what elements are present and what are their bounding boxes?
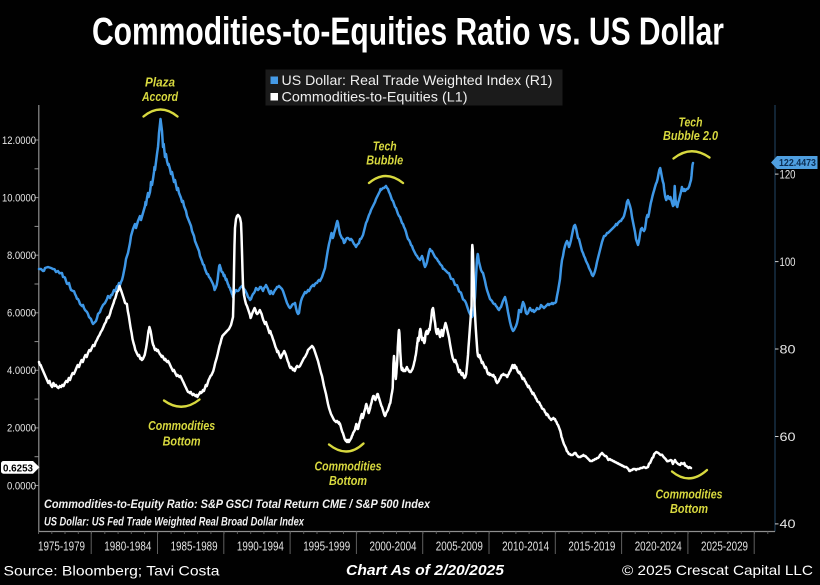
svg-text:Bottom: Bottom — [329, 473, 367, 488]
svg-text:Commodities: Commodities — [315, 458, 382, 473]
svg-text:2005-2009: 2005-2009 — [436, 540, 483, 554]
svg-text:2020-2024: 2020-2024 — [635, 540, 682, 554]
svg-text:Commodities-to-Equity Ratio: S: Commodities-to-Equity Ratio: S&P GSCI To… — [44, 497, 431, 511]
svg-text:0.6253: 0.6253 — [3, 462, 33, 474]
svg-text:2.0000: 2.0000 — [7, 423, 36, 435]
svg-text:© 2025 Crescat Capital LLC: © 2025 Crescat Capital LLC — [622, 562, 813, 578]
svg-text:Bottom: Bottom — [163, 433, 201, 448]
svg-text:1985-1989: 1985-1989 — [171, 540, 218, 554]
svg-text:80: 80 — [780, 342, 796, 356]
svg-text:Plaza: Plaza — [145, 75, 175, 90]
svg-text:122.4473: 122.4473 — [779, 158, 816, 169]
svg-text:Bubble 2.0: Bubble 2.0 — [663, 128, 719, 143]
svg-text:2015-2019: 2015-2019 — [568, 540, 615, 554]
svg-text:4.0000: 4.0000 — [7, 365, 36, 377]
svg-text:2010-2014: 2010-2014 — [502, 540, 549, 554]
svg-text:0.0000: 0.0000 — [7, 480, 36, 492]
svg-text:Bottom: Bottom — [670, 501, 708, 516]
svg-text:1995-1999: 1995-1999 — [303, 540, 350, 554]
svg-text:Commodities: Commodities — [148, 418, 215, 433]
svg-text:Source: Bloomberg; Tavi Costa: Source: Bloomberg; Tavi Costa — [4, 563, 220, 579]
svg-text:1980-1984: 1980-1984 — [104, 540, 151, 554]
svg-text:Tech: Tech — [679, 114, 703, 129]
svg-text:Commodities-to-Equities (L1): Commodities-to-Equities (L1) — [282, 89, 468, 105]
svg-text:1975-1979: 1975-1979 — [38, 540, 85, 554]
svg-text:Accord: Accord — [141, 89, 179, 104]
svg-text:Chart As of 2/20/2025: Chart As of 2/20/2025 — [346, 563, 505, 579]
svg-text:2000-2004: 2000-2004 — [370, 540, 417, 554]
svg-text:Commodities-to-Equities Ratio: Commodities-to-Equities Ratio vs. US Dol… — [92, 11, 724, 54]
svg-text:120: 120 — [780, 167, 796, 181]
svg-text:8.0000: 8.0000 — [7, 250, 36, 262]
svg-text:US Dollar: Real Trade Weighted: US Dollar: Real Trade Weighted Index (R1… — [282, 72, 553, 88]
svg-text:12.0000: 12.0000 — [2, 135, 36, 147]
svg-text:Bubble: Bubble — [366, 153, 403, 168]
svg-text:60: 60 — [780, 430, 796, 444]
svg-text:US Dollar: US Fed Trade Weight: US Dollar: US Fed Trade Weighted Real Br… — [44, 515, 305, 529]
svg-text:2025-2029: 2025-2029 — [701, 540, 748, 554]
svg-text:6.0000: 6.0000 — [7, 308, 36, 320]
svg-text:1990-1994: 1990-1994 — [237, 540, 284, 554]
svg-text:Commodities: Commodities — [656, 487, 723, 502]
svg-text:100: 100 — [780, 255, 796, 269]
svg-text:Tech: Tech — [373, 138, 397, 153]
svg-text:40: 40 — [780, 517, 796, 531]
svg-text:10.0000: 10.0000 — [2, 192, 36, 204]
